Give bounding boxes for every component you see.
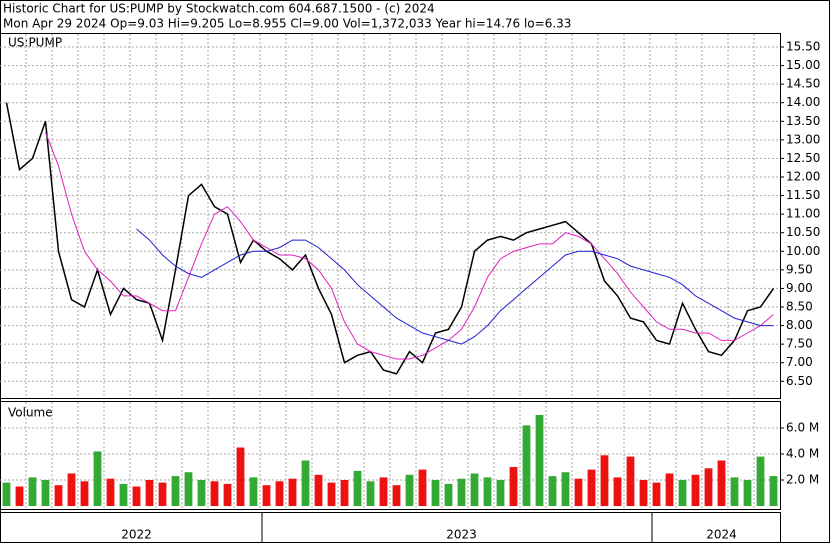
volume-bar [80,481,89,506]
volume-bar [353,470,362,506]
y-tick-label: 12.00 [786,170,820,184]
volume-bar [730,477,739,506]
price-line [45,132,774,360]
chart-subtitle: Mon Apr 29 2024 Op=9.03 Hi=9.205 Lo=8.95… [3,17,571,31]
volume-bar [223,483,232,506]
y-tick-label: 9.50 [786,262,813,276]
volume-bar [522,425,531,506]
volume-bar [340,480,349,506]
y-tick-label: 14.00 [786,95,820,109]
y-tick-label: 14.50 [786,77,820,91]
y-tick-label: 15.50 [786,40,820,54]
x-tick-label: 2024 [706,528,737,542]
volume-bar [457,478,466,506]
volume-bar [327,482,336,506]
volume-bar [704,468,713,506]
volume-bar [197,480,206,506]
y-tick-label: 13.00 [786,132,820,146]
volume-bar [470,473,479,506]
volume-bar [574,478,583,506]
volume-bar [119,483,128,506]
volume-bar [67,473,76,506]
volume-bar [418,469,427,506]
volume-bar [691,474,700,506]
y-tick-label: 11.50 [786,188,820,202]
y-tick-label: 7.50 [786,337,813,351]
y-tick-label: 10.50 [786,225,820,239]
chart-title: Historic Chart for US:PUMP by Stockwatch… [3,2,435,16]
price-line [5,102,775,375]
volume-bar [769,476,778,506]
price-line [136,228,774,345]
volume-bar [652,482,661,506]
volume-bar [171,476,180,506]
volume-bar [600,455,609,506]
y-tick-label: 12.50 [786,151,820,165]
volume-bar [158,482,167,506]
volume-bar [756,456,765,506]
volume-bar [392,485,401,506]
y-tick-label: 15.00 [786,58,820,72]
volume-bar [431,480,440,506]
volume-bar [249,477,258,506]
volume-bar [548,476,557,506]
volume-bar [288,478,297,506]
volume-bar [509,467,518,506]
x-tick-label: 2023 [446,528,477,542]
volume-bar [665,473,674,506]
volume-bar [275,481,284,506]
volume-bar [496,480,505,506]
y-tick-label: 4.0 M [786,447,819,461]
volume-bar [366,481,375,506]
volume-bar [535,415,544,506]
volume-bar [626,456,635,506]
y-tick-label: 2.0 M [786,473,819,487]
y-tick-label: 6.0 M [786,421,819,435]
volume-title: Volume [8,406,53,420]
y-tick-label: 7.00 [786,355,813,369]
y-tick-label: 6.50 [786,374,813,388]
y-tick-label: 8.00 [786,318,813,332]
volume-bar [678,480,687,506]
volume-bar [210,481,219,506]
volume-bar [41,480,50,506]
volume-bar [639,480,648,506]
volume-bar [587,469,596,506]
y-tick-label: 9.00 [786,281,813,295]
y-tick-label: 11.00 [786,207,820,221]
volume-bar [613,477,622,506]
volume-bar [444,483,453,506]
volume-bar [184,472,193,506]
y-tick-label: 10.00 [786,244,820,258]
volume-bar [405,474,414,506]
volume-bar [561,472,570,506]
volume-bar [236,447,245,506]
volume-bar [145,480,154,506]
volume-bar [2,482,11,506]
volume-bar [379,477,388,506]
price-panel [0,33,781,399]
volume-panel [0,401,781,510]
volume-bar [483,477,492,506]
volume-bar [106,478,115,506]
volume-bar [93,451,102,506]
volume-bar [743,480,752,506]
volume-bar [262,485,271,506]
volume-bar [717,460,726,506]
symbol-label: US:PUMP [8,36,62,50]
y-tick-label: 13.50 [786,114,820,128]
volume-bar [28,477,37,506]
y-tick-label: 8.50 [786,300,813,314]
volume-bar [54,485,63,506]
x-tick-label: 2022 [121,528,152,542]
volume-bar [132,486,141,506]
volume-bar [301,460,310,506]
volume-bar [15,486,24,506]
volume-bar [314,474,323,506]
